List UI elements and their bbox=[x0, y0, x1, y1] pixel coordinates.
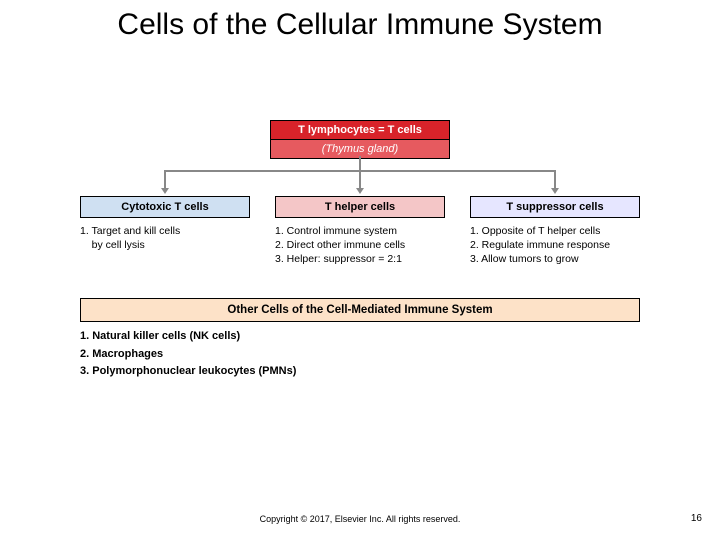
page-number: 16 bbox=[691, 513, 702, 524]
root-box-main: T lymphocytes = T cells bbox=[271, 121, 449, 140]
child-list-cytotoxic: 1. Target and kill cells by cell lysis bbox=[80, 224, 250, 252]
child-suppressor: T suppressor cells 1. Opposite of T help… bbox=[470, 196, 640, 267]
root-box: T lymphocytes = T cells (Thymus gland) bbox=[270, 120, 450, 159]
list-item: 1. Opposite of T helper cells bbox=[470, 224, 640, 238]
child-box-helper: T helper cells bbox=[275, 196, 445, 218]
list-item: 1. Target and kill cells bbox=[80, 224, 250, 238]
list-item: by cell lysis bbox=[80, 238, 250, 252]
arrow-1 bbox=[161, 188, 169, 194]
connector-drop-3 bbox=[554, 170, 556, 188]
list-item: 3. Helper: suppressor = 2:1 bbox=[275, 252, 445, 266]
child-box-suppressor: T suppressor cells bbox=[470, 196, 640, 218]
child-box-cytotoxic: Cytotoxic T cells bbox=[80, 196, 250, 218]
child-list-helper: 1. Control immune system 2. Direct other… bbox=[275, 224, 445, 267]
child-cytotoxic: Cytotoxic T cells 1. Target and kill cel… bbox=[80, 196, 250, 252]
child-helper: T helper cells 1. Control immune system … bbox=[275, 196, 445, 267]
connector-drop-1 bbox=[164, 170, 166, 188]
list-item: 3. Allow tumors to grow bbox=[470, 252, 640, 266]
arrow-2 bbox=[356, 188, 364, 194]
other-cells-banner: Other Cells of the Cell-Mediated Immune … bbox=[80, 298, 640, 322]
slide-title: Cells of the Cellular Immune System bbox=[0, 0, 720, 43]
other-cells-list: 1. Natural killer cells (NK cells) 2. Ma… bbox=[80, 328, 296, 381]
list-item: 2. Regulate immune response bbox=[470, 238, 640, 252]
connector-drop-2 bbox=[359, 170, 361, 188]
child-list-suppressor: 1. Opposite of T helper cells 2. Regulat… bbox=[470, 224, 640, 267]
list-item: 2. Macrophages bbox=[80, 346, 296, 364]
list-item: 1. Natural killer cells (NK cells) bbox=[80, 328, 296, 346]
list-item: 3. Polymorphonuclear leukocytes (PMNs) bbox=[80, 363, 296, 381]
list-item: 1. Control immune system bbox=[275, 224, 445, 238]
arrow-3 bbox=[551, 188, 559, 194]
connector-root-stem bbox=[359, 156, 361, 170]
list-item: 2. Direct other immune cells bbox=[275, 238, 445, 252]
copyright-footer: Copyright © 2017, Elsevier Inc. All righ… bbox=[0, 514, 720, 524]
